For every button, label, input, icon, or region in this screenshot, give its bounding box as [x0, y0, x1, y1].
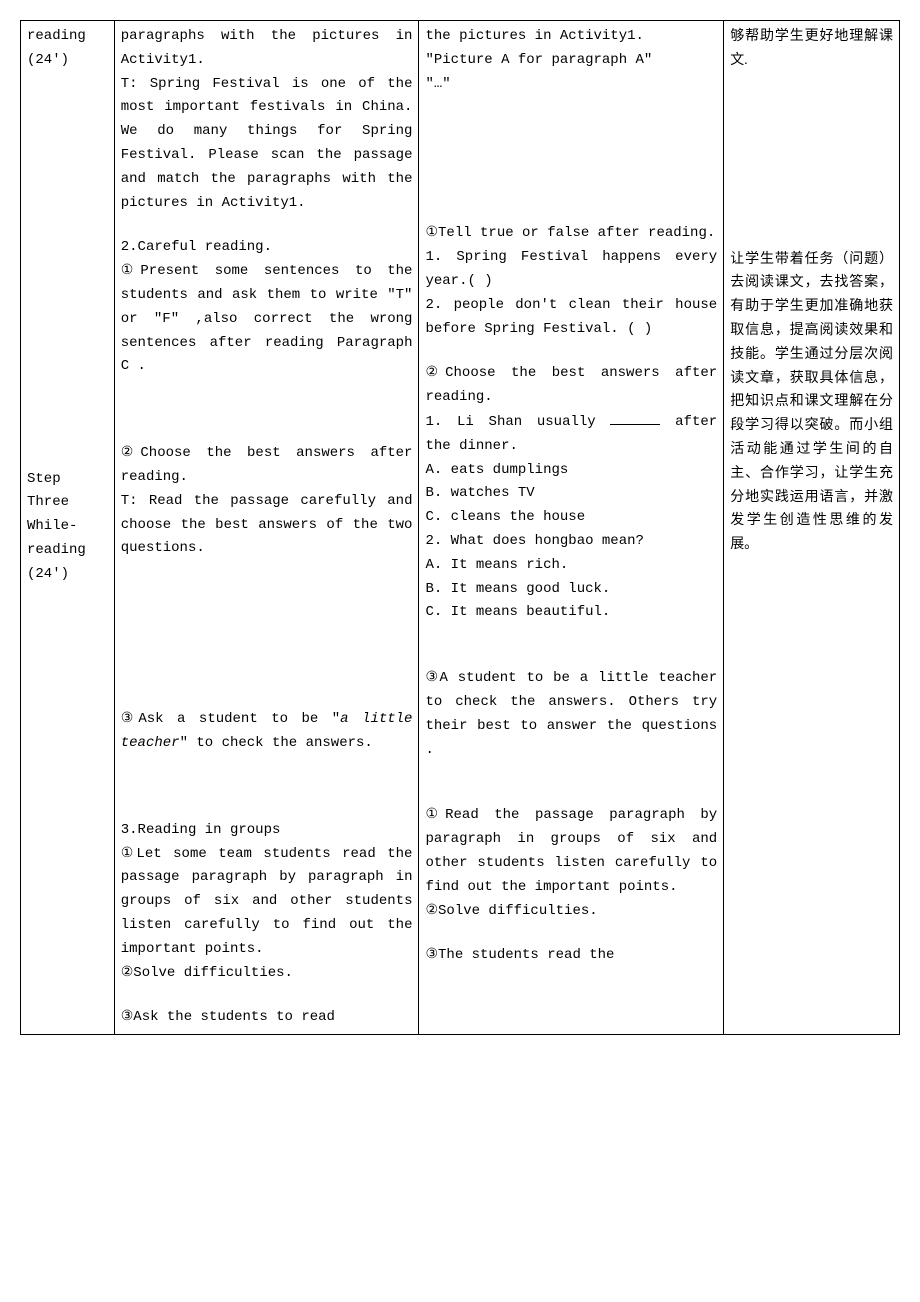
c3-p15: C. It means beautiful. — [425, 601, 717, 625]
c2-p9: ③Ask the students to read — [121, 1006, 413, 1030]
stage-label-2c: While- — [27, 515, 108, 539]
c3-p7: ②Choose the best answers after reading. — [425, 362, 717, 410]
c3-p8: 1. Li Shan usually after the dinner. — [425, 410, 717, 459]
table-row: reading (24') Step Three While- reading … — [21, 21, 900, 1035]
c2-p2: T: Spring Festival is one of the most im… — [121, 73, 413, 216]
c2-p3: ①Present some sentences to the students … — [121, 260, 413, 379]
c3-p13: A. It means rich. — [425, 554, 717, 578]
c3-p5: 1. Spring Festival happens every year.( … — [425, 246, 717, 294]
c3-p17: ①Read the passage paragraph by paragraph… — [425, 804, 717, 899]
c3-p3: "…" — [425, 73, 717, 97]
c2-h2: 2.Careful reading. — [121, 236, 413, 260]
stage-label-2a: Step — [27, 468, 108, 492]
c3-p9: A. eats dumplings — [425, 459, 717, 483]
c2-p1: paragraphs with the pictures in Activity… — [121, 25, 413, 73]
c2-p7: ①Let some team students read the passage… — [121, 843, 413, 962]
c2-h3: 3.Reading in groups — [121, 819, 413, 843]
stage-time-1: (24') — [27, 49, 108, 73]
c3-p12: 2. What does hongbao mean? — [425, 530, 717, 554]
stage-time-2: (24') — [27, 563, 108, 587]
c4-p1: 够帮助学生更好地理解课文. — [730, 25, 893, 73]
student-activity-cell: the pictures in Activity1. "Picture A fo… — [419, 21, 724, 1035]
stage-label-2d: reading — [27, 539, 108, 563]
c2-p8: ②Solve difficulties. — [121, 962, 413, 986]
c3-p14: B. It means good luck. — [425, 578, 717, 602]
c3-p6: 2. people don't clean their house before… — [425, 294, 717, 342]
c3-p18: ②Solve difficulties. — [425, 900, 717, 924]
c3-p11: C. cleans the house — [425, 506, 717, 530]
purpose-cell: 够帮助学生更好地理解课文. 让学生带着任务（问题）去阅读课文，去找答案，有助于学… — [724, 21, 900, 1035]
stage-cell: reading (24') Step Three While- reading … — [21, 21, 115, 1035]
c3-p2: "Picture A for paragraph A" — [425, 49, 717, 73]
stage-label-2b: Three — [27, 491, 108, 515]
c3-p4: ①Tell true or false after reading. — [425, 222, 717, 246]
c2-p5: T: Read the passage carefully and choose… — [121, 490, 413, 561]
c3-p19: ③The students read the — [425, 944, 717, 968]
lesson-plan-table: reading (24') Step Three While- reading … — [20, 20, 900, 1035]
c2-p6: ③Ask a student to be "a little teacher" … — [121, 708, 413, 756]
c3-p16: ③A student to be a little teacher to che… — [425, 667, 717, 762]
c2-p4: ②Choose the best answers after reading. — [121, 442, 413, 490]
c4-p2: 让学生带着任务（问题）去阅读课文，去找答案，有助于学生更加准确地获取信息，提高阅… — [730, 248, 893, 557]
stage-label-1: reading — [27, 25, 108, 49]
c3-p1: the pictures in Activity1. — [425, 25, 717, 49]
teacher-activity-cell: paragraphs with the pictures in Activity… — [114, 21, 419, 1035]
c3-p10: B. watches TV — [425, 482, 717, 506]
